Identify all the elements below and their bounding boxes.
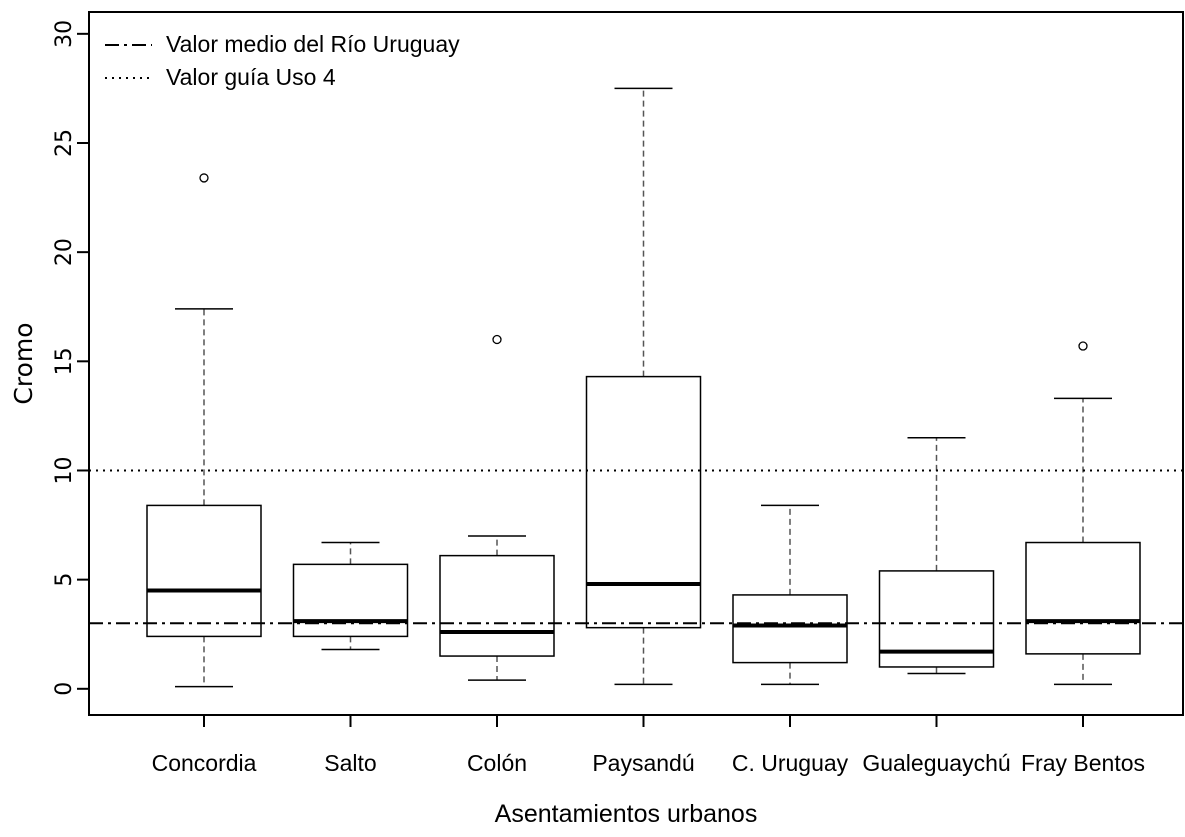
outlier-point xyxy=(492,334,502,345)
boxes xyxy=(146,87,1141,688)
box-iqr xyxy=(146,504,262,638)
x-axis: Concordia Salto Colón Paysandú C. Uruguay Gua… xyxy=(152,715,1145,776)
y-axis: 0 5 10 15 20 25 30 xyxy=(52,20,89,696)
x-tick-label: C. Uruguay xyxy=(732,750,849,776)
box-3 xyxy=(585,87,702,686)
reference-lines xyxy=(89,469,1183,625)
box-iqr xyxy=(732,594,848,664)
box-iqr xyxy=(1025,541,1141,655)
y-tick-label: 15 xyxy=(52,347,77,375)
box-6 xyxy=(1025,341,1141,686)
legend-label: Valor guía Uso 4 xyxy=(166,64,336,90)
y-tick-label: 0 xyxy=(52,682,77,696)
legend: Valor medio del Río Uruguay Valor guía Us… xyxy=(105,31,460,90)
y-tick-label: 30 xyxy=(52,20,77,48)
box-iqr xyxy=(585,375,702,629)
outlier-point xyxy=(1078,341,1088,351)
box-iqr xyxy=(439,554,555,657)
box-iqr xyxy=(292,563,409,638)
y-tick-label: 20 xyxy=(52,238,77,266)
x-tick-label: Salto xyxy=(324,750,376,776)
x-tick-label: Fray Bentos xyxy=(1021,750,1145,776)
y-tick-label: 25 xyxy=(52,129,77,157)
y-tick-label: 10 xyxy=(52,456,77,484)
box-5 xyxy=(878,436,995,675)
y-tick-label: 5 xyxy=(52,573,77,587)
box-0 xyxy=(146,173,262,688)
x-tick-label: Paysandú xyxy=(592,750,694,776)
x-axis-title: Asentamientos urbanos xyxy=(495,800,758,828)
legend-label: Valor medio del Río Uruguay xyxy=(166,31,460,57)
box-1 xyxy=(292,541,409,651)
x-tick-label: Colón xyxy=(467,750,527,776)
box-4 xyxy=(732,504,848,686)
x-tick-label: Concordia xyxy=(152,750,257,776)
y-axis-title: Cromo xyxy=(9,322,38,404)
plot-frame xyxy=(88,11,1184,716)
outlier-point xyxy=(199,173,209,183)
box-2 xyxy=(439,334,555,681)
x-tick-label: Gualeguaychú xyxy=(862,750,1010,776)
